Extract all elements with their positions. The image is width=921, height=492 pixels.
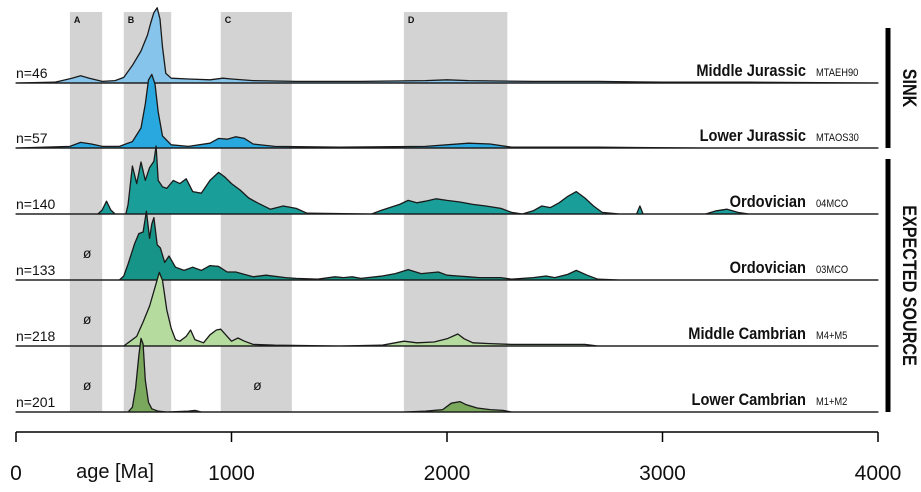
sample-id-label: MTAEH90 bbox=[816, 67, 859, 79]
group-label: EXPECTED SOURCE bbox=[899, 205, 921, 366]
sample-id-label: 04MCO bbox=[816, 198, 848, 210]
age-band-a bbox=[69, 12, 103, 412]
sample-count-label: n=140 bbox=[16, 196, 56, 212]
sample-count-label: n=46 bbox=[16, 65, 48, 81]
empty-set-marker: ø bbox=[83, 245, 92, 261]
x-tick-label: 1000 bbox=[208, 462, 255, 485]
sample-count-label: n=57 bbox=[16, 130, 48, 146]
series-name-label: Middle Cambrian bbox=[688, 325, 806, 343]
series-name-label: Lower Jurassic bbox=[700, 127, 807, 145]
ridge-series bbox=[15, 271, 879, 347]
sample-count-label: n=201 bbox=[16, 394, 56, 410]
empty-set-marker: ø bbox=[253, 377, 262, 393]
x-axis-title: age [Ma] bbox=[76, 461, 154, 483]
ridge-layer bbox=[15, 7, 879, 413]
age-band-label: D bbox=[408, 15, 415, 25]
ridge-series bbox=[15, 210, 879, 281]
series-name-label: Ordovician bbox=[730, 193, 806, 211]
x-axis: 0 1000 2000 3000 4000 age [Ma] bbox=[10, 431, 902, 485]
x-tick-label: 0 bbox=[10, 462, 22, 485]
sample-id-label: M4+M5 bbox=[816, 330, 848, 342]
series-name-label: Ordovician bbox=[730, 259, 806, 277]
group-label: SINK bbox=[899, 69, 921, 108]
empty-set-marker: ø bbox=[83, 311, 92, 327]
sample-count-label: n=218 bbox=[16, 328, 56, 344]
x-tick-label: 3000 bbox=[639, 462, 686, 485]
age-band-label: C bbox=[225, 15, 232, 25]
sample-id-label: MTAOS30 bbox=[816, 132, 859, 144]
x-tick-label: 4000 bbox=[855, 462, 902, 485]
sample-count-label: n=133 bbox=[16, 262, 56, 278]
label-layer: n=46 Middle Jurassic MTAEH90 n=57 Lower Jura… bbox=[16, 62, 859, 410]
ridge-series bbox=[15, 337, 879, 413]
ridge-series bbox=[15, 7, 879, 84]
group-bracket-layer: SINK EXPECTED SOURCE bbox=[885, 28, 921, 412]
sample-id-label: M1+M2 bbox=[816, 396, 848, 408]
empty-set-marker: ø bbox=[83, 377, 92, 393]
age-band-label: B bbox=[128, 15, 135, 25]
series-name-label: Middle Jurassic bbox=[696, 62, 806, 80]
age-band-label: A bbox=[74, 15, 81, 25]
sample-id-label: 03MCO bbox=[816, 264, 848, 276]
x-tick-label: 2000 bbox=[424, 462, 471, 485]
series-name-label: Lower Cambrian bbox=[692, 391, 806, 409]
ridge-series bbox=[15, 73, 879, 149]
